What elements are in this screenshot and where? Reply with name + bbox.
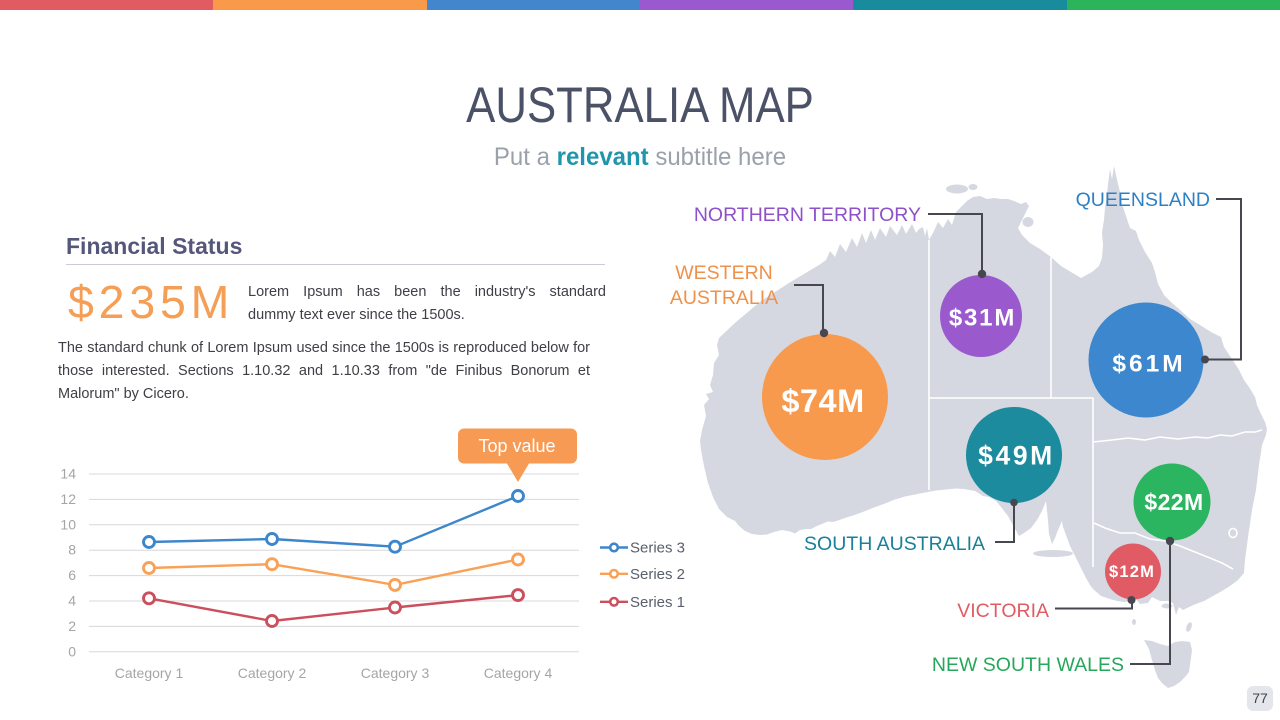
- svg-text:Category 3: Category 3: [361, 665, 430, 681]
- svg-text:Category 4: Category 4: [484, 665, 553, 681]
- svg-text:$49M: $49M: [978, 441, 1055, 471]
- svg-text:2: 2: [68, 618, 76, 634]
- svg-text:Series 1: Series 1: [630, 594, 685, 611]
- svg-text:Category 1: Category 1: [115, 665, 184, 681]
- svg-text:Series 2: Series 2: [630, 566, 685, 583]
- svg-text:NEW SOUTH WALES: NEW SOUTH WALES: [932, 654, 1124, 676]
- svg-text:8: 8: [68, 542, 76, 558]
- svg-text:Category 2: Category 2: [238, 665, 307, 681]
- svg-text:$31M: $31M: [949, 305, 1016, 332]
- svg-text:QUEENSLAND: QUEENSLAND: [1076, 189, 1210, 211]
- svg-text:10: 10: [60, 516, 76, 532]
- svg-text:0: 0: [68, 643, 76, 659]
- svg-text:4: 4: [68, 593, 76, 609]
- svg-text:SOUTH AUSTRALIA: SOUTH AUSTRALIA: [804, 533, 985, 555]
- svg-text:$74M: $74M: [781, 383, 864, 419]
- svg-text:$22M: $22M: [1144, 489, 1203, 515]
- svg-text:Series 3: Series 3: [630, 540, 685, 557]
- svg-text:AUSTRALIA: AUSTRALIA: [670, 287, 778, 309]
- svg-text:Top value: Top value: [478, 436, 555, 456]
- svg-text:$12M: $12M: [1109, 563, 1155, 581]
- svg-text:12: 12: [60, 491, 76, 507]
- svg-text:NORTHERN TERRITORY: NORTHERN TERRITORY: [694, 204, 921, 226]
- svg-text:WESTERN: WESTERN: [675, 262, 773, 284]
- svg-text:14: 14: [60, 466, 76, 482]
- svg-text:VICTORIA: VICTORIA: [957, 600, 1049, 622]
- svg-text:6: 6: [68, 567, 76, 583]
- svg-text:$61M: $61M: [1112, 351, 1185, 378]
